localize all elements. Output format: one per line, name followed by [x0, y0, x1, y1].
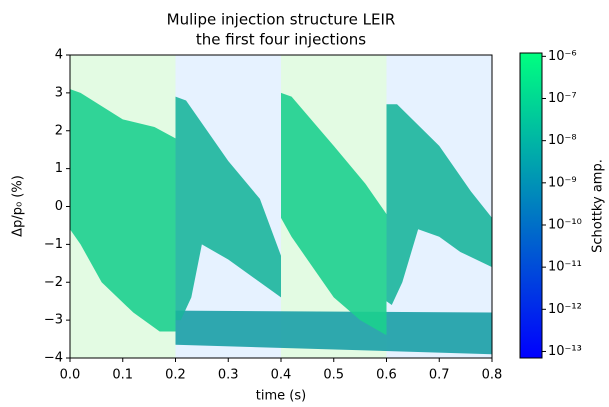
y-tick-label: −4: [44, 351, 63, 366]
intensity-region: [175, 310, 492, 355]
colorbar-tick-label: 10⁻⁸: [548, 133, 577, 148]
colorbar: [519, 52, 543, 359]
x-axis-label: time (s): [256, 389, 306, 404]
y-axis-label: Δp/p₀ (%): [11, 175, 26, 237]
y-tick-label: 4: [55, 48, 63, 63]
y-tick-label: −1: [44, 237, 63, 252]
x-tick-label: 0.5: [323, 368, 344, 383]
intensity-region: [175, 96, 281, 321]
x-tick-label: 0.8: [482, 368, 503, 383]
y-tick-label: 3: [55, 85, 63, 100]
colorbar-tick-label: 10⁻⁹: [548, 175, 577, 190]
x-tick-label: 0.2: [165, 368, 186, 383]
chart-subtitle: the first four injections: [196, 31, 366, 49]
colorbar-tick-label: 10⁻⁶: [548, 49, 577, 64]
x-tick-label: 0.0: [60, 368, 81, 383]
colorbar-tick-label: 10⁻¹⁰: [548, 217, 582, 232]
intensity-region: [70, 89, 176, 332]
colorbar-label: Schottky amp.: [591, 159, 606, 253]
intensity-region: [386, 104, 492, 305]
chart-title: Mulipe injection structure LEIR: [167, 11, 396, 29]
x-tick-label: 0.6: [376, 368, 397, 383]
x-tick-label: 0.7: [429, 368, 450, 383]
colorbar-tick-label: 10⁻⁷: [548, 91, 577, 106]
y-tick-label: −2: [44, 275, 63, 290]
x-tick-label: 0.4: [271, 368, 292, 383]
x-tick-label: 0.3: [218, 368, 239, 383]
y-tick-label: 1: [55, 161, 63, 176]
y-tick-label: −3: [44, 313, 63, 328]
y-tick-label: 2: [55, 123, 63, 138]
colorbar-tick-label: 10⁻¹³: [548, 344, 582, 359]
colorbar-tick-label: 10⁻¹¹: [548, 260, 582, 275]
y-tick-label: 0: [55, 199, 63, 214]
colorbar-tick-label: 10⁻¹²: [548, 302, 582, 317]
x-tick-label: 0.1: [112, 368, 133, 383]
intensity-region: [281, 92, 387, 336]
